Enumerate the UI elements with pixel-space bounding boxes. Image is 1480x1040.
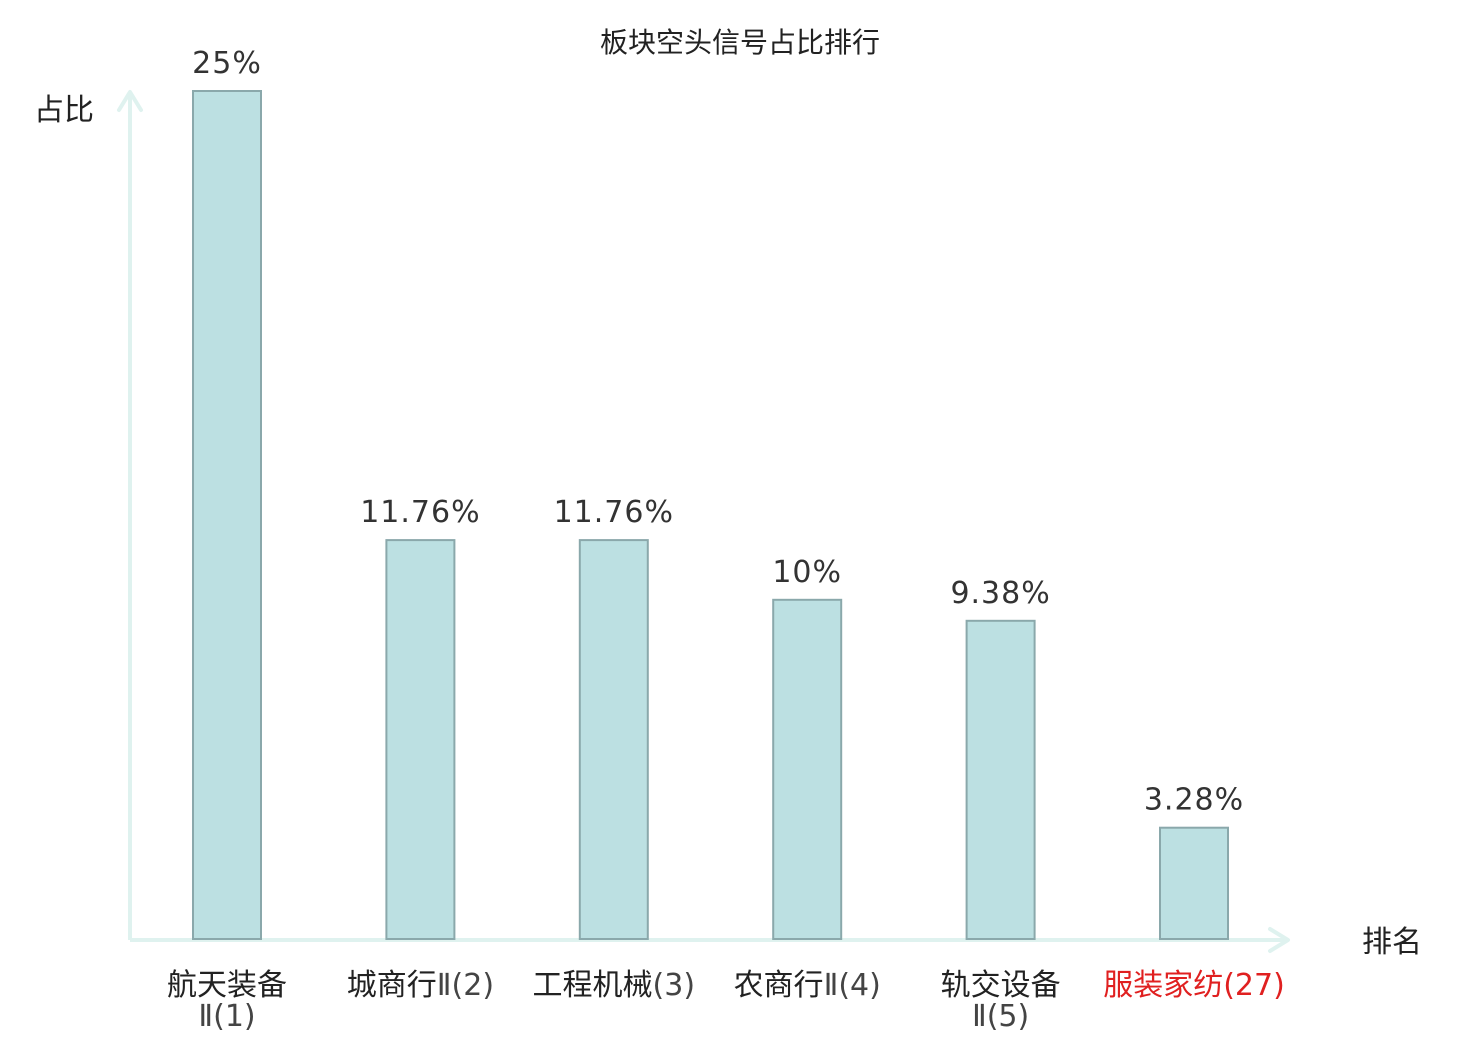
value-label: 25% [192, 46, 262, 81]
category-label: 航天装备 [167, 968, 287, 1003]
category-label: Ⅱ(1) [198, 999, 255, 1034]
category-label: 工程机械(3) [533, 968, 696, 1003]
y-axis-arrow [117, 90, 143, 112]
value-label: 10% [772, 555, 842, 590]
category-label: 城商行Ⅱ(2) [347, 968, 494, 1003]
x-axis: 排名 [130, 925, 1422, 960]
bar [772, 598, 843, 940]
value-label: 11.76% [554, 495, 674, 530]
value-labels-group: 25% 11.76% 11.76% 10% 9.38% 3.28% [192, 46, 1244, 818]
value-label: 11.76% [360, 495, 480, 530]
x-axis-label: 排名 [1362, 925, 1422, 960]
value-label: 3.28% [1144, 783, 1244, 818]
bars-group [192, 90, 1229, 941]
bar [1159, 826, 1229, 941]
bar [192, 90, 262, 940]
category-label: 服装家纺(27) [1103, 968, 1285, 1003]
chart-title: 板块空头信号占比排行 [600, 26, 880, 59]
bar [578, 539, 649, 940]
category-label: Ⅱ(5) [972, 999, 1029, 1034]
y-axis: 占比 [34, 90, 143, 940]
y-axis-label: 占比 [34, 93, 94, 128]
category-label: 轨交设备 [941, 968, 1061, 1003]
value-label: 9.38% [950, 576, 1050, 611]
category-label: 农商行Ⅱ(4) [734, 968, 881, 1003]
bar [385, 539, 456, 940]
bar [965, 619, 1036, 940]
x-axis-arrow [1268, 927, 1290, 953]
